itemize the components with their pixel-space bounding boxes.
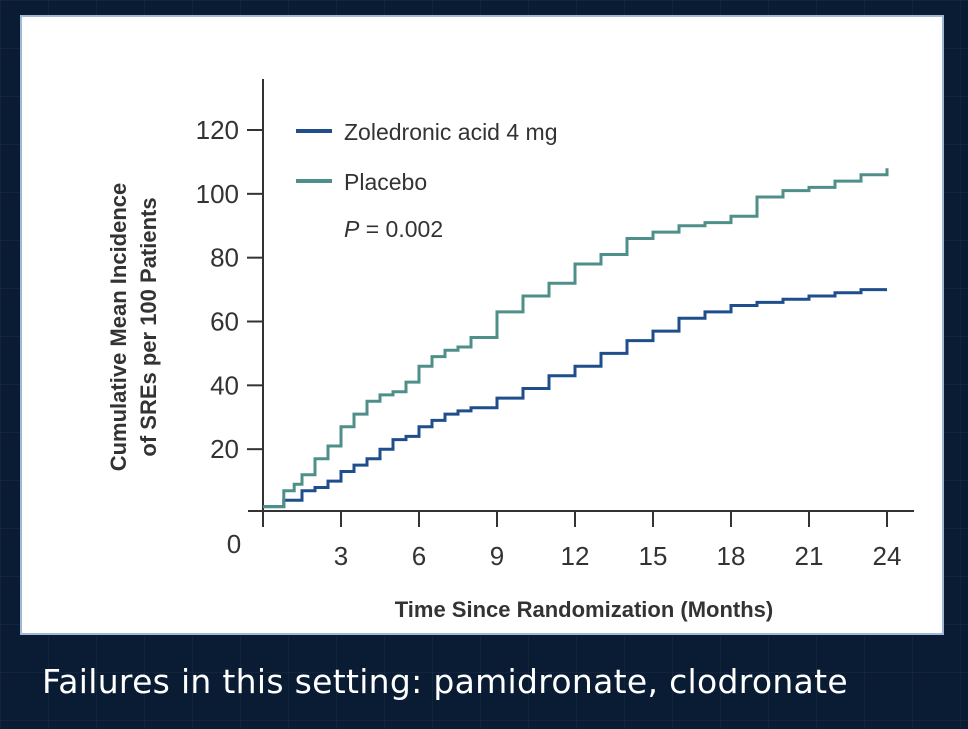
x-tick-label: 9 <box>490 541 504 571</box>
x-tick-label: 18 <box>717 541 746 571</box>
legend: Zoledronic acid 4 mg Placebo P = 0.002 <box>296 119 558 242</box>
chart-svg: 20 40 60 80 100 120 0 3 6 9 12 15 18 21 24 Zoledronic … <box>106 79 914 622</box>
x-tick-label: 3 <box>334 541 348 571</box>
y-tick-label: 100 <box>196 179 239 209</box>
y-tick-label: 60 <box>210 307 239 337</box>
legend-label-1: Zoledronic acid 4 mg <box>344 119 558 145</box>
x-tick-label: 12 <box>561 541 590 571</box>
p-value-text: = 0.002 <box>359 216 443 242</box>
x-axis-title: Time Since Randomization (Months) <box>395 597 774 622</box>
p-value-annotation: P = 0.002 <box>344 216 443 242</box>
x-tick-label: 21 <box>795 541 824 571</box>
x-tick-label: 6 <box>412 541 426 571</box>
x-tick-label: 24 <box>873 541 902 571</box>
origin-tick-label: 0 <box>227 529 241 559</box>
series-line-2 <box>263 168 889 509</box>
x-tick-label: 15 <box>639 541 668 571</box>
y-axis-title: Cumulative Mean Incidence of SREs per 100… <box>106 183 161 472</box>
slide-caption: Failures in this setting: pamidronate, c… <box>42 662 848 701</box>
y-axis-title-line-2: of SREs per 100 Patients <box>136 197 161 456</box>
y-tick-label: 40 <box>210 370 239 400</box>
y-tick-label: 20 <box>210 434 239 464</box>
p-value-symbol: P <box>344 216 360 242</box>
y-axis-title-line-1: Cumulative Mean Incidence <box>106 183 131 472</box>
series-line-1 <box>263 288 887 509</box>
axes: 20 40 60 80 100 120 0 3 6 9 12 15 18 21 24 <box>196 79 914 571</box>
y-tick-label: 80 <box>210 243 239 273</box>
series-layer <box>263 168 889 509</box>
y-tick-label: 120 <box>196 115 239 145</box>
legend-label-2: Placebo <box>344 169 427 195</box>
chart-panel: 20 40 60 80 100 120 0 3 6 9 12 15 18 21 24 Zoledronic … <box>20 15 944 635</box>
